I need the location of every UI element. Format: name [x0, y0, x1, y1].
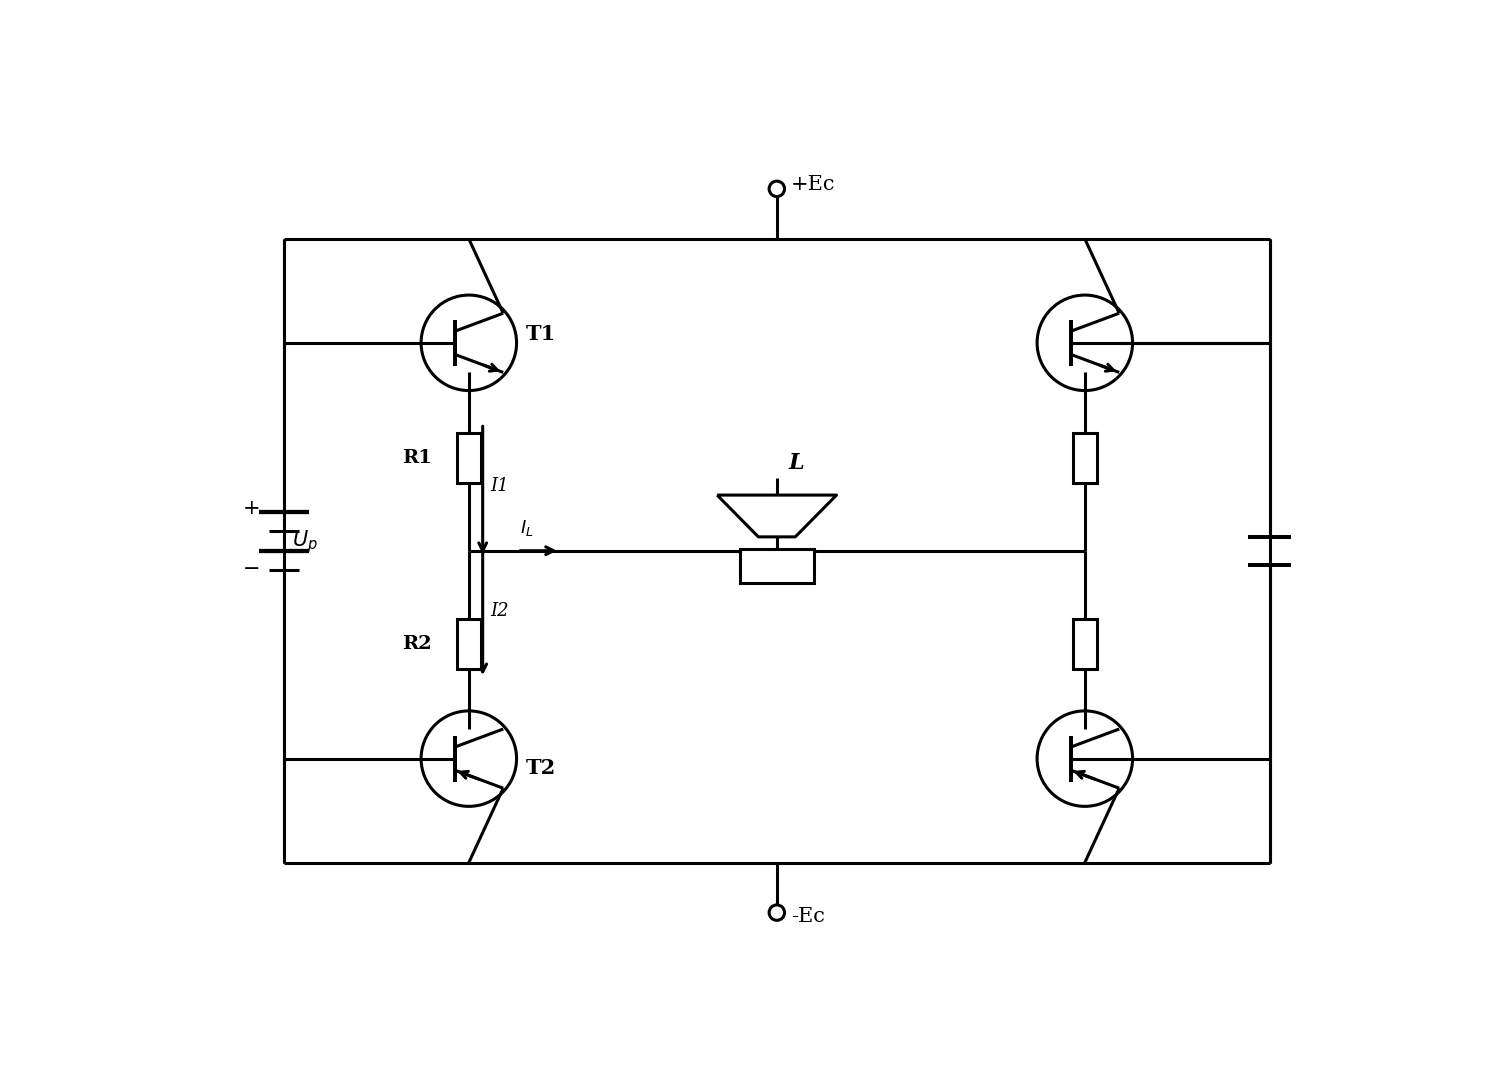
Text: -Ec: -Ec	[791, 907, 825, 926]
Polygon shape	[717, 495, 837, 536]
Text: +Ec: +Ec	[791, 176, 836, 194]
Bar	[739, 549, 813, 583]
Bar	[1073, 432, 1097, 483]
Text: I1: I1	[490, 477, 510, 496]
Bar	[457, 619, 481, 668]
Text: L: L	[789, 453, 804, 474]
Bar	[457, 432, 481, 483]
Text: $U_p$: $U_p$	[292, 528, 317, 555]
Text: T2: T2	[526, 758, 556, 778]
Text: −: −	[243, 560, 260, 579]
Text: T1: T1	[526, 324, 556, 343]
Text: $I_L$: $I_L$	[520, 518, 534, 539]
Text: I2: I2	[490, 602, 510, 620]
Text: R2: R2	[403, 635, 431, 652]
Text: +: +	[243, 499, 260, 518]
Text: R1: R1	[401, 449, 431, 467]
Bar	[1073, 619, 1097, 668]
